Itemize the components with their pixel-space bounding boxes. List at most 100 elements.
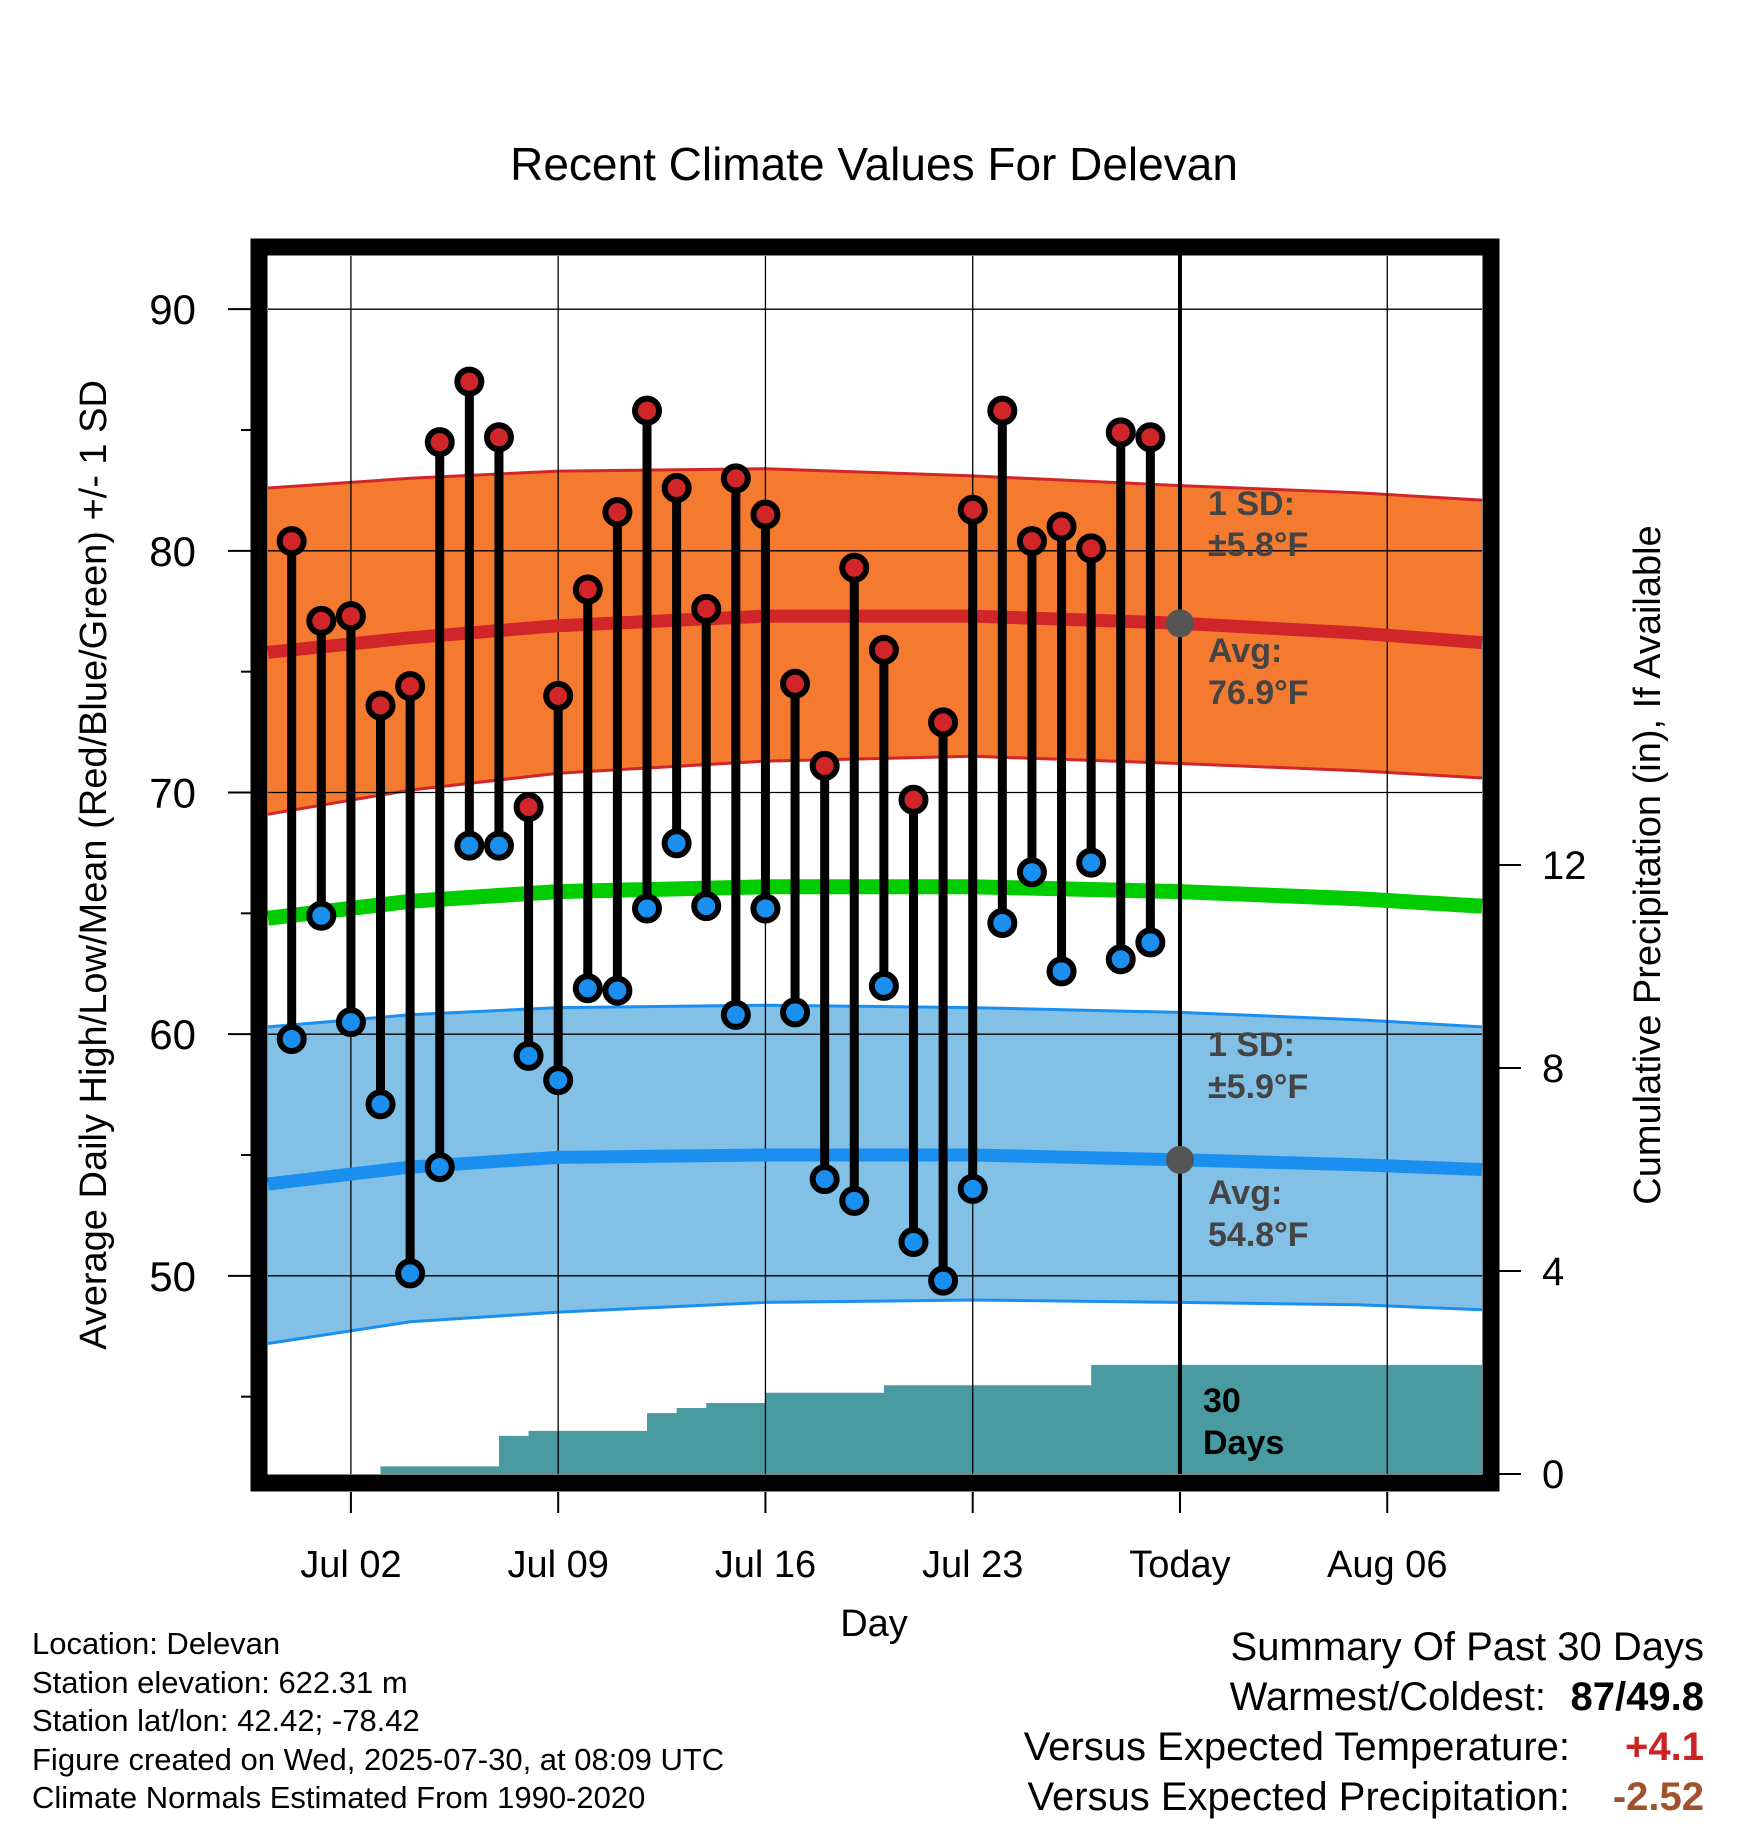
daily-high-point [809, 750, 840, 781]
x-tick-label: Jul 09 [507, 1544, 608, 1586]
daily-high-point [513, 792, 544, 822]
daily-low-point [839, 1185, 870, 1216]
daily-high-point [424, 427, 455, 458]
daily-low-point [1135, 927, 1166, 958]
x-tick-label: Today [1129, 1544, 1230, 1586]
high-sd-band-upper-edge [267, 467, 1483, 502]
daily-low-point [365, 1089, 396, 1120]
daily-low-point [572, 973, 603, 1004]
low-avg-marker [1165, 1145, 1194, 1174]
created-text: Figure created on Wed, 2025-07-30, at 08… [32, 1741, 725, 1777]
location-text: Location: Delevan [32, 1626, 281, 1661]
high-sd-value: ±5.8°F [1208, 526, 1308, 564]
daily-high-point [720, 463, 751, 494]
precip-period-label: 30 [1203, 1382, 1241, 1420]
x-tick-label: Jul 02 [300, 1544, 401, 1586]
low-sd-value: ±5.9°F [1208, 1068, 1308, 1106]
y2-axis: 0 4 8 12 [1499, 844, 1587, 1497]
precip-area [268, 1364, 1482, 1474]
daily-low-point [809, 1164, 840, 1195]
low-sd-band-lower-edge [267, 1298, 1483, 1345]
precip-anomaly-value: -2.52 [1612, 1775, 1704, 1819]
coldest-value: /49.8 [1615, 1675, 1704, 1719]
x-tick-label: Jul 23 [922, 1544, 1023, 1586]
warm-cold-row: Warmest/Coldest: 87/49.8 [1024, 1675, 1704, 1725]
daily-low-point [1105, 944, 1136, 975]
daily-low-point [395, 1258, 426, 1289]
normal-mean-line [267, 879, 1483, 926]
latlon-text: Station lat/lon: 42.42; -78.42 [32, 1703, 420, 1738]
x-tick-label: Aug 06 [1327, 1544, 1447, 1586]
plot-frame [250, 238, 1500, 1492]
daily-low-point [1046, 956, 1077, 987]
normal-high-line [267, 609, 1483, 659]
x-axis: Jul 02 Jul 09 Jul 16 Jul 23 Today Aug 06 [300, 1492, 1447, 1586]
daily-high-point [306, 605, 337, 636]
daily-high-point [839, 552, 870, 583]
daily-high-point [957, 494, 988, 525]
daily-low-point [276, 1024, 307, 1054]
elevation-text: Station elevation: 622.31 m [32, 1664, 408, 1700]
daily-high-point [987, 395, 1018, 426]
low-sd-label: 1 SD: [1208, 1026, 1295, 1064]
y2-tick-label: 4 [1542, 1250, 1564, 1294]
daily-low-point [513, 1040, 544, 1071]
y-tick-label: 90 [149, 286, 196, 333]
summary-heading-row: Summary Of Past 30 Days [1024, 1625, 1704, 1675]
plot-area [267, 246, 1483, 1474]
low-avg-label: Avg: [1208, 1174, 1282, 1212]
high-avg-value: 76.9°F [1208, 674, 1309, 712]
daily-high-point [780, 668, 811, 699]
temp-anomaly-value: +4.1 [1625, 1725, 1704, 1769]
daily-range-stems [287, 381, 1155, 1281]
y-tick-label: 60 [149, 1011, 196, 1058]
daily-high-point [1105, 417, 1136, 448]
daily-low-point [868, 970, 899, 1001]
y-axis: 50 60 70 80 90 [149, 286, 251, 1398]
daily-high-point [543, 680, 574, 711]
y2-tick-label: 8 [1542, 1047, 1564, 1091]
daily-low-point [1076, 847, 1107, 878]
daily-low-point [898, 1227, 929, 1257]
daily-low-point [661, 828, 692, 859]
y2-tick-label: 0 [1542, 1453, 1564, 1497]
low-sd-band-upper-edge [267, 1003, 1483, 1029]
cumulative-precip-area [268, 1364, 1482, 1474]
daily-high-point [750, 499, 781, 530]
daily-high-point [928, 707, 959, 738]
daily-high-point [1076, 533, 1107, 564]
daily-high-point [454, 366, 485, 397]
daily-low-point [632, 893, 663, 924]
temp-anomaly-label: Versus Expected Temperature: [1023, 1725, 1570, 1769]
y-tick-label: 50 [149, 1253, 196, 1300]
daily-low-point [720, 999, 751, 1030]
daily-high-point [898, 784, 929, 815]
daily-high-point [868, 634, 899, 665]
high-avg-marker [1165, 609, 1194, 638]
x-tick-label: Jul 16 [715, 1544, 816, 1586]
daily-high-point [335, 601, 366, 632]
precip-period-unit: Days [1203, 1424, 1284, 1462]
band-annotations: 1 SD: ±5.8°F Avg: 76.9°F 1 SD: ±5.9°F Av… [1203, 485, 1309, 1462]
summary-panel: Summary Of Past 30 Days Warmest/Coldest:… [1024, 1625, 1704, 1825]
summary-heading: Summary Of Past 30 Days [1230, 1625, 1704, 1669]
daily-high-point [1135, 422, 1166, 453]
daily-low-point [691, 891, 722, 922]
daily-low-point [454, 830, 485, 861]
high-avg-label: Avg: [1208, 632, 1282, 670]
daily-low-point [1016, 857, 1047, 888]
daily-high-point [572, 574, 603, 605]
daily-high-point [691, 593, 722, 624]
high-sd-label: 1 SD: [1208, 485, 1295, 523]
daily-high-point [483, 422, 514, 453]
daily-low-point [602, 975, 633, 1006]
y-tick-label: 80 [149, 528, 196, 575]
daily-high-point [661, 473, 692, 503]
daily-high-point [276, 526, 307, 557]
y-axis-label: Average Daily High/Low/Mean (Red/Blue/Gr… [73, 380, 115, 1350]
warmest-value: 87 [1570, 1675, 1616, 1719]
warm-cold-label: Warmest/Coldest: [1229, 1675, 1546, 1719]
daily-low-point [335, 1007, 366, 1038]
daily-points [276, 366, 1166, 1296]
